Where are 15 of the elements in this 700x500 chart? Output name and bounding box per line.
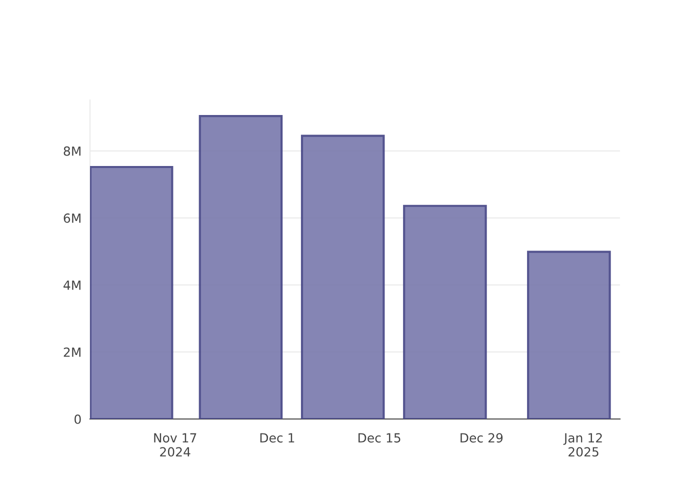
bar [527, 250, 611, 419]
bar [300, 134, 385, 419]
x-tick-label: Jan 12 2025 [563, 433, 602, 457]
bar [198, 115, 283, 419]
bar [403, 204, 487, 419]
x-tick-label: Nov 17 2024 [154, 433, 196, 457]
bar [90, 166, 174, 419]
x-tick-label: Dec 15 [358, 433, 400, 443]
x-tick-label: Dec 29 [460, 433, 503, 443]
y-tick-label: 2M [64, 347, 80, 357]
y-tick-label: 4M [64, 280, 80, 290]
y-tick-label: 8M [64, 146, 80, 156]
y-tick-label: 6M [64, 213, 80, 223]
y-tick-label: 0 [74, 414, 81, 424]
x-tick-label: Dec 1 [260, 433, 294, 443]
